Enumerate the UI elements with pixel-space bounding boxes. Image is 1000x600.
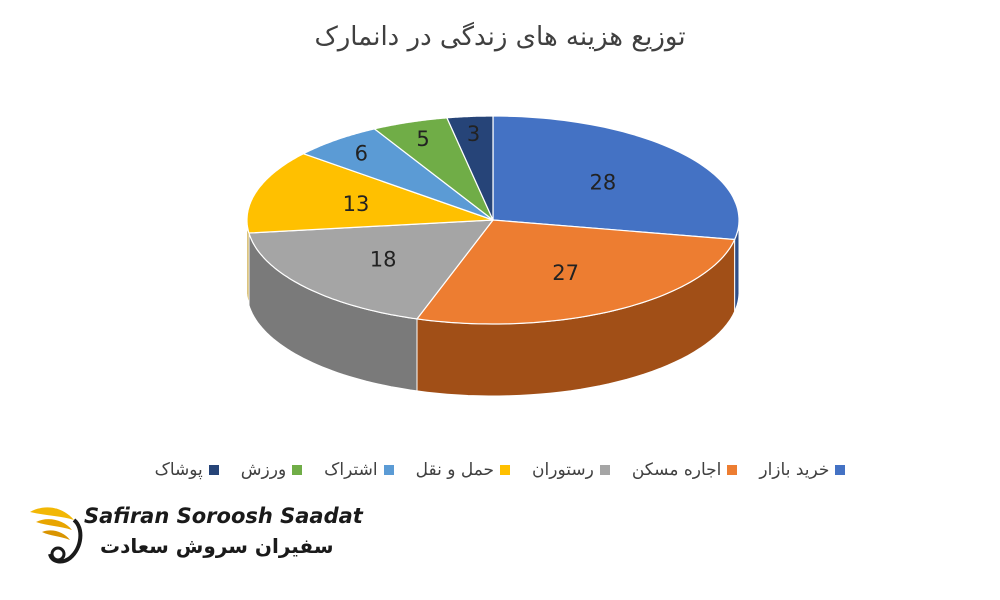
legend-swatch-3	[500, 465, 511, 475]
legend-entry-5: ورزش	[240, 460, 303, 480]
legend-label-1: اجاره مسکن	[631, 460, 722, 480]
swan-logo-icon	[30, 507, 83, 564]
legend-entry-6: پوشاک	[155, 460, 219, 480]
legend-entry-2: رستوران	[532, 460, 610, 480]
legend-swatch-2	[599, 465, 610, 475]
legend-entry-0: خرید بازار	[759, 460, 846, 480]
pie-slices	[246, 115, 740, 325]
legend-entry-4: اشتراک	[324, 460, 394, 480]
chart-title: توزیع هزینه های زندگی در دانمارک	[314, 22, 686, 52]
data-label-5: 5	[416, 127, 429, 151]
brand-name: Safiran Soroosh Saadat	[84, 504, 363, 528]
legend-swatch-6	[208, 465, 219, 475]
legend-label-3: حمل و نقل	[415, 460, 495, 480]
data-label-0: 28	[590, 171, 617, 195]
legend: خرید بازار اجاره مسکن رستوران حمل و نقل اشتر…	[0, 460, 1000, 480]
pie-slice-2	[248, 219, 495, 320]
pie-data-labels: 28 27 18 13 6 5 3	[343, 122, 617, 285]
data-label-4: 6	[355, 142, 368, 166]
pie-slice-4	[302, 128, 494, 221]
legend-swatch-1	[727, 465, 738, 475]
brand-name-fa: سفیران سروش سعادت	[100, 534, 334, 558]
data-label-6: 3	[467, 122, 480, 146]
data-label-2: 18	[370, 247, 397, 271]
data-label-3: 13	[343, 192, 370, 216]
legend-swatch-4	[383, 465, 394, 475]
legend-swatch-0	[835, 465, 846, 475]
legend-swatch-5	[292, 465, 303, 475]
pie-sides	[246, 220, 740, 397]
legend-label-5: ورزش	[240, 460, 287, 480]
pie-slice-5	[373, 117, 494, 221]
legend-label-6: پوشاک	[154, 460, 203, 480]
legend-label-4: اشتراک	[324, 460, 378, 480]
legend-label-0: خرید بازار	[759, 460, 830, 480]
legend-entry-1: اجاره مسکن	[632, 460, 738, 480]
data-label-1: 27	[552, 261, 579, 285]
pie-slice-0	[492, 115, 740, 241]
pie-slice-3	[246, 153, 494, 234]
brand-logo: Safiran Soroosh Saadat سفیران سروش سعادت	[22, 498, 363, 578]
legend-entry-3: حمل و نقل	[415, 460, 511, 480]
pie-slice-1	[415, 219, 736, 325]
pie-slice-6	[445, 115, 494, 221]
legend-label-2: رستوران	[532, 460, 594, 480]
